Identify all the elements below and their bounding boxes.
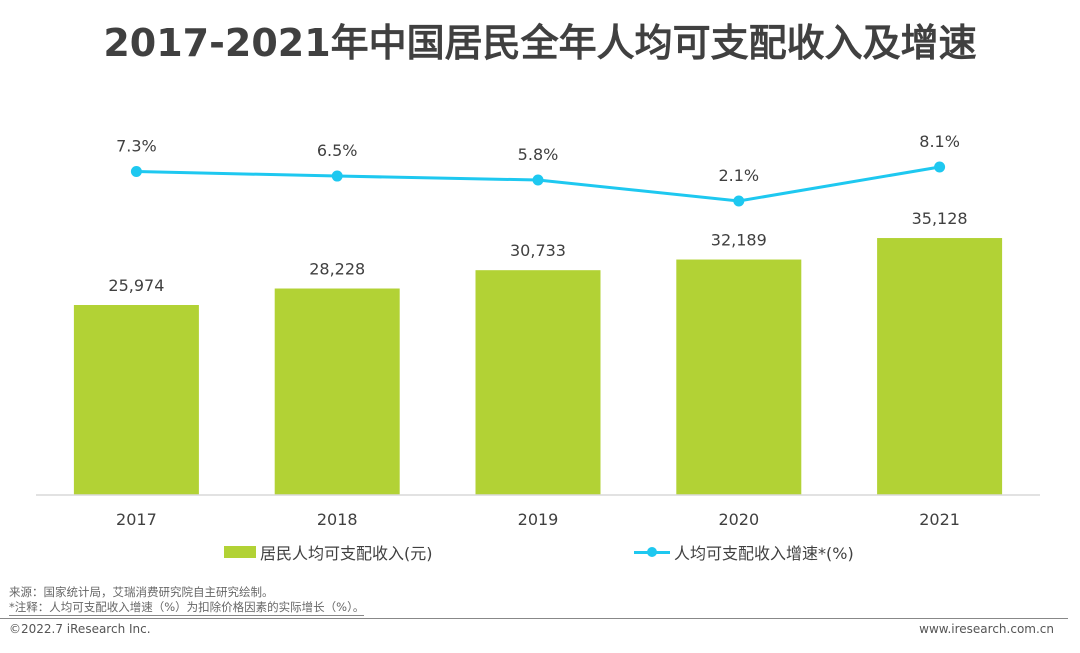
remark-note: *注释：人均可支配收入增速（%）为扣除价格因素的实际增长（%）。 xyxy=(9,600,365,616)
x-tick-label: 2020 xyxy=(718,510,759,529)
legend-item-growth: 人均可支配收入增速*(%) xyxy=(634,540,854,564)
bar-2018 xyxy=(274,288,400,495)
footer-divider xyxy=(0,618,1068,619)
x-tick-label: 2021 xyxy=(919,510,960,529)
growth-value-label: 8.1% xyxy=(919,132,960,151)
bar-value-label: 28,228 xyxy=(309,260,365,279)
bar-value-label: 30,733 xyxy=(510,241,566,260)
growth-value-label: 6.5% xyxy=(317,141,358,160)
line-value-labels: 7.3% 6.5% 5.8% 2.1% 8.1% xyxy=(116,132,960,185)
line-series xyxy=(130,161,946,207)
growth-point-2020 xyxy=(733,195,745,207)
x-tick-label: 2017 xyxy=(116,510,157,529)
growth-point-2017 xyxy=(130,166,142,178)
x-tick-label: 2019 xyxy=(518,510,559,529)
growth-point-2018 xyxy=(331,170,343,182)
bar-2021 xyxy=(877,238,1003,495)
source-note: 来源：国家统计局，艾瑞消费研究院自主研究绘制。 xyxy=(9,585,274,599)
growth-point-2021 xyxy=(934,161,946,173)
bar-value-label: 35,128 xyxy=(912,209,968,228)
bar-2017 xyxy=(73,305,199,495)
legend-line-label: 人均可支配收入增速*(%) xyxy=(674,544,854,563)
growth-value-label: 5.8% xyxy=(518,145,559,164)
notes: 来源：国家统计局，艾瑞消费研究院自主研究绘制。 *注释：人均可支配收入增速（%）… xyxy=(9,585,365,616)
legend-line-swatch xyxy=(634,546,670,558)
growth-value-label: 7.3% xyxy=(116,137,157,156)
growth-value-label: 2.1% xyxy=(718,166,759,185)
website-link: www.iresearch.com.cn xyxy=(919,622,1054,636)
bar-value-labels: 25,974 28,228 30,733 32,189 35,128 xyxy=(108,209,967,295)
bar-value-label: 25,974 xyxy=(108,276,164,295)
growth-point-2019 xyxy=(532,174,544,186)
bar-2020 xyxy=(676,259,802,495)
legend-bar-label: 居民人均可支配收入(元) xyxy=(260,544,433,563)
x-axis-tick-labels: 2017 2018 2019 2020 2021 xyxy=(116,510,960,529)
legend-item-income: 居民人均可支配收入(元) xyxy=(224,540,433,564)
legend-bar-swatch xyxy=(224,546,256,558)
x-tick-label: 2018 xyxy=(317,510,358,529)
bar-value-label: 32,189 xyxy=(711,231,767,250)
copyright: ©2022.7 iResearch Inc. xyxy=(9,622,151,636)
chart-title: 2017-2021年中国居民全年人均可支配收入及增速 xyxy=(103,21,977,65)
bar-series xyxy=(73,238,1003,495)
bar-2019 xyxy=(475,270,601,495)
